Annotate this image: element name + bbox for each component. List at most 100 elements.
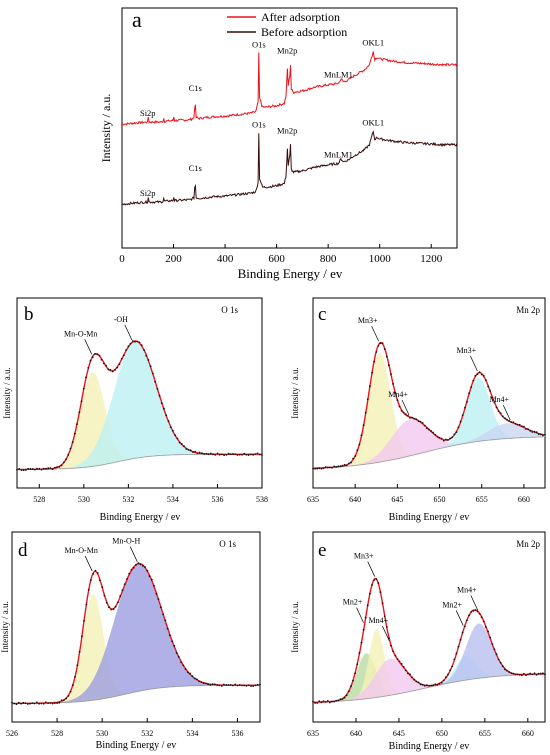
raw-data-point <box>105 364 107 367</box>
raw-data-point <box>107 368 110 371</box>
panel-a-x-tick-label: 800 <box>320 253 337 265</box>
raw-data-point <box>185 448 188 450</box>
raw-data-point <box>121 589 124 591</box>
raw-data-point <box>497 410 500 413</box>
raw-data-point <box>126 578 128 580</box>
raw-data-point <box>252 454 255 456</box>
raw-data-point <box>78 650 81 653</box>
raw-data-point <box>40 702 43 705</box>
raw-data-point <box>47 467 50 470</box>
raw-data-point <box>236 684 239 687</box>
raw-data-point <box>491 643 494 645</box>
raw-data-point <box>236 454 239 456</box>
raw-data-point <box>40 468 43 471</box>
background-line <box>313 436 545 469</box>
raw-data-point <box>366 398 369 401</box>
raw-data-point <box>110 608 113 611</box>
raw-data-point <box>69 447 72 450</box>
raw-data-point <box>69 690 72 693</box>
peak-label-mn3: Mn3+ <box>358 316 378 325</box>
peak-label-mn3: Mn3+ <box>457 346 477 355</box>
raw-data-point <box>123 583 126 585</box>
raw-data-point <box>27 467 29 470</box>
raw-data-point <box>523 425 525 428</box>
peak-label-c1s: C1s <box>189 163 202 173</box>
raw-data-point <box>539 672 542 675</box>
peak-label-mn2p: Mn2p <box>277 126 297 136</box>
raw-data-point <box>350 685 352 688</box>
raw-data-point <box>510 672 513 675</box>
raw-data-point <box>139 563 142 566</box>
raw-data-point <box>22 701 25 704</box>
raw-data-point <box>400 409 403 412</box>
panel-b-x-axis-label: Binding Energy / ev <box>100 512 181 523</box>
panel-c-x-tick-label: 660 <box>518 495 530 504</box>
raw-data-point <box>436 684 439 686</box>
raw-data-point <box>214 454 217 456</box>
raw-data-point <box>196 452 199 455</box>
raw-data-point <box>434 683 437 686</box>
raw-data-point <box>402 666 405 668</box>
peak-annotation-arrow <box>129 546 138 562</box>
raw-data-point <box>220 685 223 687</box>
raw-data-point <box>445 438 447 441</box>
raw-data-point <box>78 411 81 414</box>
raw-data-point <box>472 610 475 612</box>
raw-data-point <box>71 441 74 443</box>
raw-data-point <box>501 665 504 668</box>
raw-data-point <box>111 370 114 373</box>
raw-data-point <box>544 433 546 436</box>
raw-data-point <box>192 451 194 453</box>
panel-d-x-tick-label: 534 <box>186 729 198 738</box>
raw-data-point <box>366 604 369 607</box>
raw-data-point <box>499 412 502 414</box>
raw-data-point <box>360 434 363 437</box>
peak-label-mn4: Mn4+ <box>369 616 389 625</box>
raw-data-point <box>74 432 76 435</box>
raw-data-point <box>398 405 401 408</box>
raw-data-point <box>337 699 340 702</box>
raw-data-point <box>83 620 85 622</box>
panel-a-x-tick-label: 600 <box>268 253 285 265</box>
peak-label-oh: -OH <box>114 315 128 324</box>
raw-data-point <box>326 700 329 702</box>
raw-data-point <box>182 664 185 667</box>
raw-data-point <box>343 463 346 466</box>
raw-data-point <box>537 433 540 436</box>
raw-data-point <box>504 668 506 671</box>
component-mn4 <box>313 623 545 703</box>
component-mn4 <box>313 423 545 469</box>
raw-data-point <box>377 582 380 585</box>
raw-data-point <box>80 400 83 403</box>
raw-data-point <box>497 658 500 661</box>
raw-data-point <box>163 407 165 410</box>
peak-label-mn2p: Mn2p <box>277 46 297 56</box>
panel-c-x-tick-label: 635 <box>307 495 319 504</box>
panel-c-x-tick-label: 640 <box>349 495 361 504</box>
raw-data-point <box>72 684 74 686</box>
raw-data-point <box>184 668 187 671</box>
raw-data-point <box>493 648 496 651</box>
raw-data-point <box>96 353 99 356</box>
raw-data-point <box>335 699 338 702</box>
raw-data-point <box>200 681 203 684</box>
raw-data-point <box>18 468 21 470</box>
raw-data-point <box>407 414 409 417</box>
peak-annotation-arrow <box>367 561 376 577</box>
raw-data-point <box>320 701 323 704</box>
raw-data-point <box>247 684 250 687</box>
raw-data-point <box>489 636 492 639</box>
raw-data-point <box>148 575 151 577</box>
panel-d-x-axis-label: Binding Energy / ev <box>96 740 177 751</box>
raw-data-point <box>227 684 230 686</box>
raw-data-point <box>207 453 210 456</box>
raw-data-point <box>51 702 54 705</box>
raw-data-point <box>407 672 409 675</box>
raw-data-point <box>318 700 321 703</box>
raw-data-point <box>385 355 388 358</box>
raw-data-point <box>13 702 16 705</box>
raw-data-point <box>369 385 371 387</box>
panel-c-x-tick-label: 655 <box>476 495 488 504</box>
raw-data-point <box>56 466 58 468</box>
